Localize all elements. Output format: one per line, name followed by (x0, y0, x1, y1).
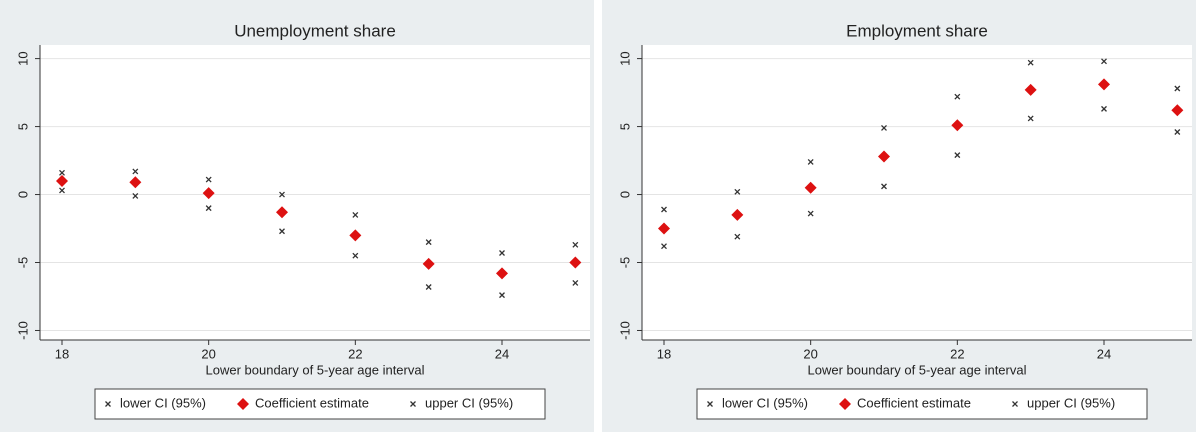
x-axis-label: Lower boundary of 5-year age interval (808, 362, 1027, 377)
data-point (352, 252, 359, 259)
chart-panel: Employment share -10 -5 0 5 10 18 20 22 24 Lower b… (602, 0, 1196, 432)
data-point (1174, 85, 1181, 92)
data-point (352, 211, 359, 218)
data-point (661, 243, 667, 250)
data-point (807, 158, 814, 165)
x-tick-label: 18 (657, 346, 671, 361)
x-tick-label: 18 (55, 346, 69, 361)
legend: lower CI (95%) Coefficient estimate upper … (696, 388, 1148, 420)
data-point (572, 241, 579, 248)
data-point (881, 183, 887, 190)
data-point (425, 239, 432, 246)
data-point (59, 169, 65, 176)
y-tick-label: 5 (15, 123, 30, 130)
legend-box (696, 388, 1148, 420)
x-tick-label: 24 (1097, 346, 1111, 361)
y-tick-label: -10 (15, 321, 30, 340)
y-tick-label: -10 (617, 321, 632, 340)
data-point (279, 228, 285, 235)
data-point (1027, 59, 1034, 66)
data-point (499, 250, 505, 256)
data-point (132, 168, 139, 175)
data-point (129, 176, 142, 189)
data-point (804, 181, 817, 194)
x-tick-label: 22 (950, 346, 964, 361)
data-point (1174, 129, 1181, 135)
legend-label: lower CI (95%) (722, 395, 808, 410)
y-tick-label: 0 (617, 191, 632, 198)
legend-marker (105, 401, 111, 407)
y-tick-label: 0 (15, 191, 30, 198)
legend-marker (237, 398, 249, 410)
y-tick-label: -5 (617, 257, 632, 269)
data-point (569, 256, 582, 269)
data-point (1027, 115, 1034, 122)
data-point (205, 205, 212, 212)
y-tick-label: 10 (15, 51, 30, 65)
data-point (661, 206, 667, 213)
legend-label: lower CI (95%) (120, 395, 206, 410)
chart-panel: Unemployment share -10 -5 0 5 10 18 20 22 24 Lower… (0, 0, 594, 432)
legend-marker (839, 398, 851, 410)
plot-area (642, 45, 1192, 340)
data-point (499, 292, 505, 299)
data-point (1024, 83, 1037, 96)
legend: lower CI (95%) Coefficient estimate upper … (94, 388, 546, 420)
chart-title: Employment share (846, 21, 988, 40)
data-point (276, 206, 288, 219)
data-point (731, 208, 744, 221)
data-point (202, 187, 215, 200)
x-tick-label: 22 (348, 346, 362, 361)
data-point (954, 93, 961, 100)
data-point (878, 150, 890, 163)
data-point (1171, 104, 1184, 117)
y-tick-label: 5 (617, 123, 632, 130)
data-point (59, 187, 65, 194)
data-point (734, 188, 741, 195)
legend-marker (1012, 401, 1018, 407)
chart-title: Unemployment share (234, 21, 396, 40)
data-point (425, 284, 432, 290)
x-tick-label: 24 (495, 346, 509, 361)
data-point (951, 119, 964, 132)
data-point (572, 279, 579, 286)
x-axis-label: Lower boundary of 5-year age interval (206, 362, 425, 377)
x-tick-label: 20 (803, 346, 817, 361)
data-point (1098, 78, 1110, 91)
y-tick-label: -5 (15, 257, 30, 269)
data-point (132, 192, 139, 199)
legend-label: Coefficient estimate (857, 395, 971, 410)
data-point (734, 233, 741, 240)
data-point (349, 229, 362, 242)
data-point (1101, 58, 1107, 65)
legend-label: Coefficient estimate (255, 395, 369, 410)
data-point (658, 222, 670, 235)
legend-marker (707, 401, 713, 407)
data-point (1101, 105, 1107, 112)
legend-label: upper CI (95%) (425, 395, 513, 410)
plot-area (40, 45, 590, 340)
data-point (807, 210, 814, 217)
data-point (279, 191, 285, 198)
data-point (881, 124, 887, 131)
legend-box (94, 388, 546, 420)
data-point (422, 257, 435, 270)
data-point (954, 152, 961, 159)
data-point (56, 174, 68, 187)
data-point (496, 267, 508, 280)
x-tick-label: 20 (201, 346, 215, 361)
data-point (205, 176, 212, 183)
legend-label: upper CI (95%) (1027, 395, 1115, 410)
legend-marker (410, 401, 416, 407)
y-tick-label: 10 (617, 51, 632, 65)
